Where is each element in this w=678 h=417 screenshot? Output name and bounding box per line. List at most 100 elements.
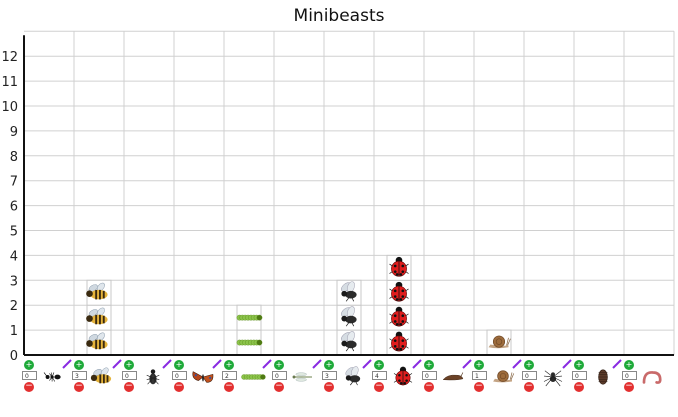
edit-pencil-icon[interactable] bbox=[262, 359, 272, 369]
bee-icon bbox=[86, 307, 108, 325]
decrement-button-snail[interactable]: − bbox=[474, 381, 484, 392]
count-field-slug[interactable]: 0 bbox=[422, 371, 437, 380]
count-field-ladybird[interactable]: 4 bbox=[372, 371, 387, 380]
ant-icon bbox=[43, 372, 61, 382]
increment-button-spider[interactable]: + bbox=[524, 360, 534, 370]
bee-icon bbox=[86, 282, 108, 300]
fly-icon bbox=[341, 281, 357, 302]
slug-icon bbox=[442, 372, 464, 381]
fly-bar-unit bbox=[336, 279, 362, 306]
edit-pencil-icon[interactable] bbox=[612, 359, 622, 369]
edit-pencil-icon[interactable] bbox=[412, 359, 422, 369]
decrement-button-caterpillar[interactable]: − bbox=[224, 381, 234, 392]
increment-button-caterpillar[interactable]: + bbox=[224, 360, 234, 370]
increment-button-fly[interactable]: + bbox=[324, 360, 334, 370]
increment-button-worm[interactable]: + bbox=[624, 360, 634, 370]
caterpillar-bar-unit bbox=[236, 304, 263, 331]
increment-button-ant[interactable]: + bbox=[24, 360, 34, 370]
increment-button-butterfly[interactable]: + bbox=[174, 360, 184, 370]
count-field-woodlouse[interactable]: 0 bbox=[572, 371, 587, 380]
ladybird-bar-unit bbox=[386, 329, 412, 356]
decrement-button-beetle[interactable]: − bbox=[124, 381, 134, 392]
decrement-button-dragonfly[interactable]: − bbox=[274, 381, 284, 392]
snail-icon bbox=[488, 335, 511, 349]
edit-pencil-icon[interactable] bbox=[462, 359, 472, 369]
decrement-button-spider[interactable]: − bbox=[524, 381, 534, 392]
edit-pencil-icon[interactable] bbox=[312, 359, 322, 369]
ladybird-icon bbox=[389, 281, 409, 302]
bee-bar-unit bbox=[86, 279, 112, 306]
fly-bar-unit bbox=[336, 329, 362, 356]
fly-bar-unit bbox=[336, 304, 362, 331]
edit-pencil-icon[interactable] bbox=[362, 359, 372, 369]
ladybird-bar-unit bbox=[386, 304, 412, 331]
decrement-button-slug[interactable]: − bbox=[424, 381, 434, 392]
woodlouse-icon bbox=[598, 369, 608, 385]
edit-pencil-icon[interactable] bbox=[562, 359, 572, 369]
decrement-button-ant[interactable]: − bbox=[24, 381, 34, 392]
y-tick-label: 6 bbox=[10, 200, 18, 215]
spider-icon bbox=[543, 370, 563, 387]
snail-bar-unit bbox=[486, 329, 512, 356]
edit-pencil-icon[interactable] bbox=[512, 359, 522, 369]
edit-pencil-icon[interactable] bbox=[112, 359, 122, 369]
caterpillar-bar-unit bbox=[236, 329, 263, 356]
count-field-spider[interactable]: 0 bbox=[522, 371, 537, 380]
bee-bar-unit bbox=[86, 304, 112, 331]
count-field-butterfly[interactable]: 0 bbox=[172, 371, 187, 380]
count-field-snail[interactable]: 1 bbox=[472, 371, 487, 380]
ladybird-bar-unit bbox=[386, 254, 412, 281]
increment-button-snail[interactable]: + bbox=[474, 360, 484, 370]
caterpillar-icon bbox=[236, 339, 263, 346]
fly-icon bbox=[341, 331, 357, 352]
decrement-button-ladybird[interactable]: − bbox=[374, 381, 384, 392]
ladybird-icon bbox=[389, 256, 409, 277]
ladybird-bar-unit bbox=[386, 279, 412, 306]
butterfly-icon bbox=[192, 371, 214, 383]
decrement-button-butterfly[interactable]: − bbox=[174, 381, 184, 392]
decrement-button-woodlouse[interactable]: − bbox=[574, 381, 584, 392]
edit-pencil-icon[interactable] bbox=[162, 359, 172, 369]
decrement-button-bee[interactable]: − bbox=[74, 381, 84, 392]
increment-button-dragonfly[interactable]: + bbox=[274, 360, 284, 370]
count-field-ant[interactable]: 0 bbox=[22, 371, 37, 380]
count-field-bee[interactable]: 3 bbox=[72, 371, 87, 380]
y-tick-label: 10 bbox=[1, 100, 18, 115]
increment-button-ladybird[interactable]: + bbox=[374, 360, 384, 370]
y-tick-label: 9 bbox=[10, 125, 18, 140]
y-tick-label: 5 bbox=[10, 225, 18, 240]
y-tick-label: 12 bbox=[1, 50, 18, 65]
snail-icon bbox=[493, 370, 515, 383]
y-tick-label: 7 bbox=[10, 175, 18, 190]
bee-bar-unit bbox=[86, 329, 112, 356]
fly-icon bbox=[345, 366, 361, 386]
y-tick-label: 11 bbox=[1, 75, 18, 90]
beetle-icon bbox=[146, 369, 160, 385]
y-tick-label: 1 bbox=[10, 324, 18, 339]
increment-button-beetle[interactable]: + bbox=[124, 360, 134, 370]
count-field-worm[interactable]: 0 bbox=[622, 371, 637, 380]
count-field-beetle[interactable]: 0 bbox=[122, 371, 137, 380]
dragonfly-icon bbox=[292, 372, 313, 382]
count-field-fly[interactable]: 3 bbox=[322, 371, 337, 380]
bee-icon bbox=[86, 332, 108, 350]
increment-button-bee[interactable]: + bbox=[74, 360, 84, 370]
caterpillar-icon bbox=[241, 374, 266, 380]
ladybird-icon bbox=[389, 306, 409, 327]
increment-button-woodlouse[interactable]: + bbox=[574, 360, 584, 370]
decrement-button-worm[interactable]: − bbox=[624, 381, 634, 392]
edit-pencil-icon[interactable] bbox=[212, 359, 222, 369]
increment-button-slug[interactable]: + bbox=[424, 360, 434, 370]
count-field-caterpillar[interactable]: 2 bbox=[222, 371, 237, 380]
edit-pencil-icon[interactable] bbox=[62, 359, 72, 369]
count-field-dragonfly[interactable]: 0 bbox=[272, 371, 287, 380]
decrement-button-fly[interactable]: − bbox=[324, 381, 334, 392]
ladybird-icon bbox=[393, 366, 413, 386]
y-tick-label: 0 bbox=[10, 349, 18, 364]
y-tick-label: 2 bbox=[10, 299, 18, 314]
worm-icon bbox=[642, 371, 662, 384]
bee-icon bbox=[90, 367, 112, 384]
caterpillar-icon bbox=[236, 314, 263, 321]
y-tick-label: 3 bbox=[10, 274, 18, 289]
